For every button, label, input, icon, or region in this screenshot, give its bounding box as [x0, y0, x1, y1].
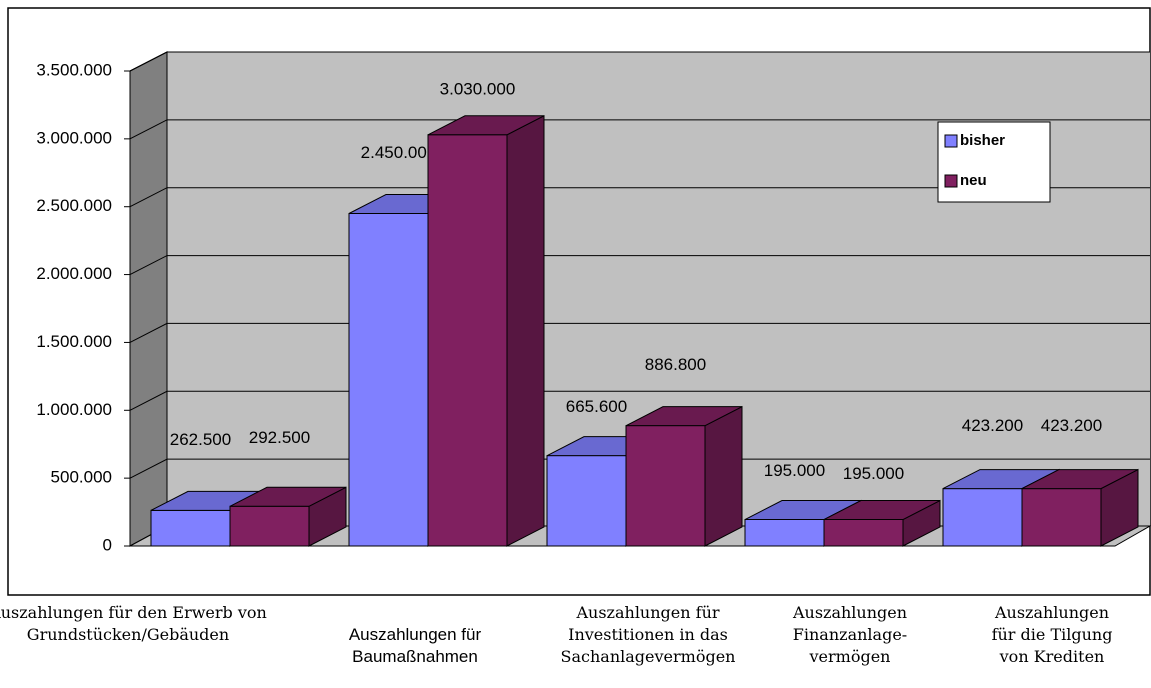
grid-line: [129, 390, 1150, 411]
data-label: 665.600: [566, 397, 627, 416]
bar: [1021, 468, 1139, 547]
bar: [823, 499, 941, 547]
data-label: 195.000: [843, 464, 904, 483]
data-label: 3.030.000: [440, 79, 516, 98]
grid-line: [129, 51, 1150, 72]
bar-top: [1021, 469, 1139, 490]
bar-side: [506, 114, 545, 547]
bar-front: [823, 519, 904, 547]
x-tick-label: Auszahlungen für Investitionen in das Sa…: [560, 603, 736, 666]
data-label: 292.500: [249, 428, 310, 447]
bar-front: [348, 213, 429, 547]
bar-front: [427, 134, 508, 547]
y-tick-label: 500.000: [51, 468, 112, 487]
data-label: 423.200: [962, 416, 1023, 435]
bar-side: [704, 405, 743, 547]
legend-label: neu: [960, 172, 987, 189]
grid-line: [129, 187, 1150, 208]
data-label: 886.800: [645, 355, 706, 374]
grid-line: [129, 322, 1150, 343]
bar-front: [744, 519, 825, 547]
side-wall: [129, 51, 168, 547]
legend-swatch: [944, 174, 958, 188]
bar-front: [625, 425, 706, 547]
data-label: 423.200: [1041, 416, 1102, 435]
bar-front: [1021, 488, 1102, 547]
data-label: 2.450.000: [361, 143, 437, 162]
bar-front: [150, 509, 231, 547]
bar: [625, 405, 743, 547]
x-tick-label: Auszahlungen für die Tilgung von Kredite…: [991, 603, 1113, 666]
data-label: 262.500: [170, 430, 231, 449]
y-tick-label: 2.500.000: [36, 196, 112, 215]
legend-swatch: [944, 134, 958, 148]
bar-front: [229, 505, 310, 547]
x-tick-label: Auszahlungen Finanzanlage- vermögen: [792, 603, 908, 666]
bar-top: [625, 406, 743, 427]
data-label: 195.000: [764, 461, 825, 480]
bar-front: [546, 455, 627, 547]
bar: [229, 486, 347, 547]
x-tick-label: Auszahlungen für den Erwerb von Grundstü…: [0, 603, 267, 644]
grid-line: [129, 119, 1150, 140]
y-tick-label: 3.000.000: [36, 128, 112, 147]
x-tick-label: Auszahlungen für Baumaßnahmen: [348, 625, 482, 666]
y-tick-label: 0: [103, 535, 112, 554]
y-tick-label: 2.000.000: [36, 264, 112, 283]
bar-top: [229, 486, 347, 507]
bar: [427, 114, 545, 547]
grid-line: [129, 458, 1150, 479]
y-tick-label: 3.500.000: [36, 60, 112, 79]
y-tick-label: 1.500.000: [36, 332, 112, 351]
bar-top: [823, 500, 941, 521]
bar-front: [942, 488, 1023, 547]
grid-line: [129, 255, 1150, 276]
y-tick-label: 1.000.000: [36, 400, 112, 419]
legend-label: bisher: [960, 132, 1005, 149]
bar-top: [427, 115, 545, 136]
